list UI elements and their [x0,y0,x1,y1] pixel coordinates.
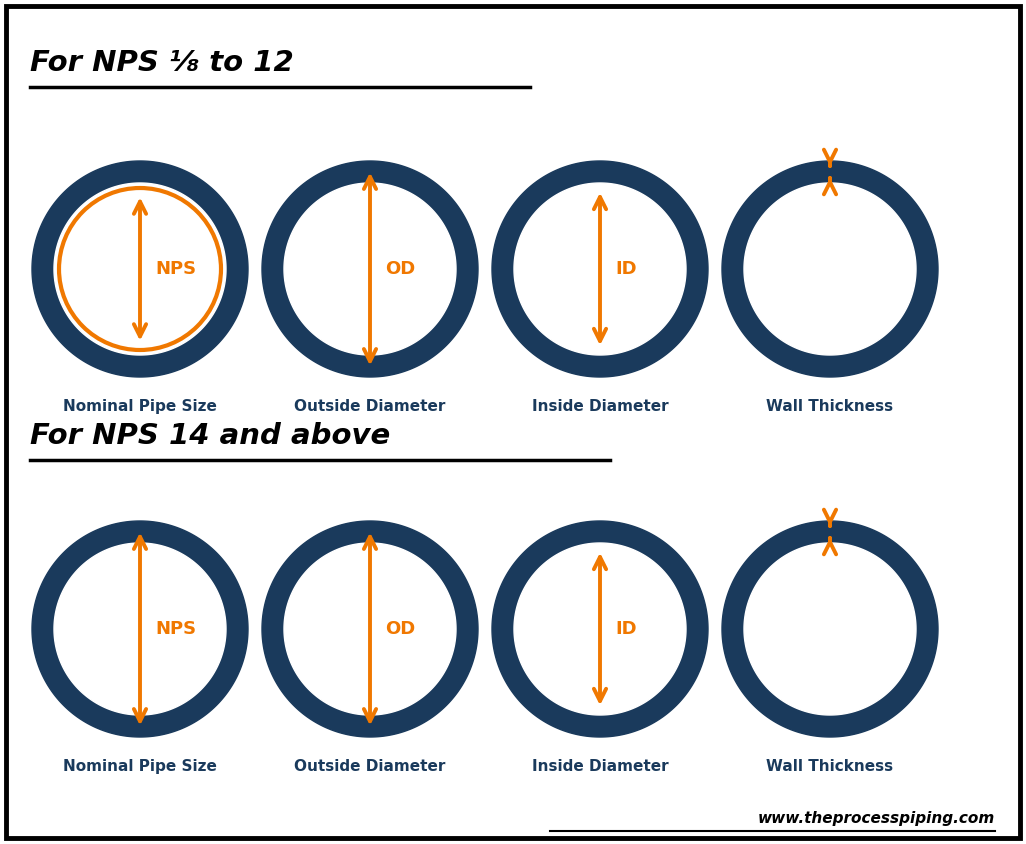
Polygon shape [744,543,916,715]
Polygon shape [262,161,478,377]
Text: www.theprocesspiping.com: www.theprocesspiping.com [758,811,995,826]
Text: Outside Diameter: Outside Diameter [294,759,445,774]
Polygon shape [514,543,686,715]
Text: Inside Diameter: Inside Diameter [531,399,668,414]
Text: Wall Thickness: Wall Thickness [766,399,894,414]
Polygon shape [32,161,248,377]
Text: ID: ID [615,620,636,638]
Text: ID: ID [615,260,636,278]
Text: NPS: NPS [155,620,196,638]
Polygon shape [722,161,938,377]
Polygon shape [492,161,708,377]
Polygon shape [32,521,248,737]
Text: OD: OD [385,260,416,278]
Polygon shape [514,183,686,355]
Polygon shape [284,183,456,355]
Text: For NPS ⅛ to 12: For NPS ⅛ to 12 [30,49,293,77]
Polygon shape [492,521,708,737]
Polygon shape [54,183,226,355]
Polygon shape [722,521,938,737]
Polygon shape [262,521,478,737]
Text: Wall Thickness: Wall Thickness [766,759,894,774]
Text: NPS: NPS [155,260,196,278]
Text: Nominal Pipe Size: Nominal Pipe Size [63,399,216,414]
Text: OD: OD [385,620,416,638]
Polygon shape [744,183,916,355]
Text: Outside Diameter: Outside Diameter [294,399,445,414]
Text: Inside Diameter: Inside Diameter [531,759,668,774]
Polygon shape [54,543,226,715]
Text: Nominal Pipe Size: Nominal Pipe Size [63,759,216,774]
Text: For NPS 14 and above: For NPS 14 and above [30,422,390,450]
Polygon shape [284,543,456,715]
